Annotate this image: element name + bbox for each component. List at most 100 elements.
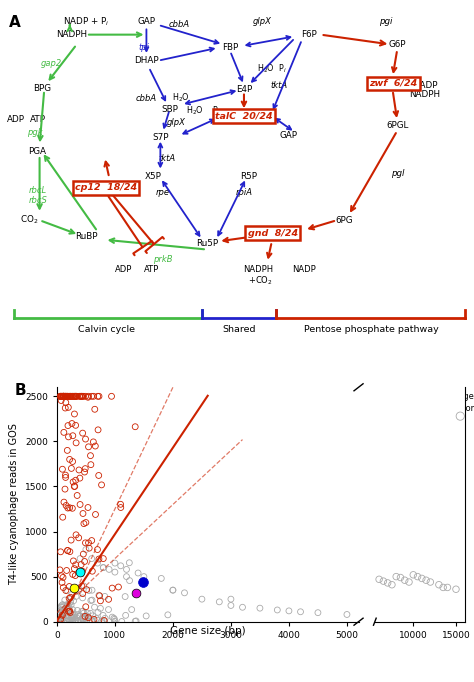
Point	[142, 610, 150, 621]
Point	[80, 518, 88, 529]
Text: glpX: glpX	[167, 118, 186, 127]
Point	[375, 574, 383, 584]
Text: Pentose phosphate pathway: Pentose phosphate pathway	[304, 325, 439, 333]
Point	[69, 615, 77, 626]
Point	[80, 608, 88, 619]
Point	[64, 391, 71, 402]
Point	[81, 616, 89, 627]
Point	[132, 615, 140, 626]
Point	[85, 391, 92, 402]
Point	[70, 612, 78, 623]
Point	[122, 610, 129, 621]
Point	[64, 420, 72, 431]
Point	[117, 502, 125, 513]
Point	[60, 606, 68, 617]
Point	[83, 584, 91, 595]
Point	[87, 459, 95, 470]
Point	[88, 553, 95, 564]
Text: NADPH: NADPH	[243, 265, 273, 273]
Point	[227, 600, 235, 611]
Point	[73, 391, 81, 402]
Point	[60, 391, 67, 402]
Point	[100, 553, 107, 564]
Point	[59, 599, 66, 610]
Point	[435, 579, 443, 590]
Point	[60, 391, 67, 402]
Point	[59, 572, 67, 583]
Point	[58, 602, 66, 612]
Point	[90, 391, 97, 402]
Text: 6PGL: 6PGL	[386, 121, 409, 130]
Point	[62, 500, 70, 511]
Text: E4P: E4P	[236, 85, 252, 95]
Text: cbbA: cbbA	[168, 20, 190, 29]
Text: rpe: rpe	[155, 188, 170, 197]
Point	[63, 391, 70, 402]
Point	[56, 565, 64, 576]
Text: Ru5P: Ru5P	[196, 239, 218, 248]
Point	[79, 391, 87, 402]
Point	[69, 503, 76, 514]
Point	[68, 612, 76, 623]
Point	[67, 592, 74, 603]
Point	[392, 571, 400, 582]
Point	[422, 575, 430, 586]
Point	[64, 402, 72, 413]
Point	[59, 512, 66, 522]
Text: glpX: glpX	[253, 17, 272, 26]
Text: Shared: Shared	[223, 325, 256, 333]
Point	[71, 481, 79, 492]
Point	[427, 576, 434, 587]
Point	[76, 611, 83, 622]
Point	[388, 579, 396, 590]
Point	[72, 391, 79, 402]
Point	[60, 496, 68, 507]
Point	[70, 555, 77, 566]
Point	[90, 436, 97, 447]
Point	[85, 537, 92, 548]
Point	[100, 562, 107, 573]
Point	[70, 391, 77, 402]
Text: NADP: NADP	[413, 80, 438, 89]
Point	[62, 391, 70, 402]
Text: H$_2$O  P$_i$: H$_2$O P$_i$	[257, 63, 287, 75]
Point	[128, 604, 136, 615]
Point	[61, 595, 69, 606]
Point	[71, 391, 78, 402]
Point	[74, 616, 82, 627]
Point	[76, 473, 83, 484]
Text: ADP: ADP	[8, 115, 25, 124]
Point	[57, 391, 65, 402]
Point	[84, 612, 92, 623]
Point	[94, 391, 101, 402]
Point	[82, 602, 90, 612]
Point	[65, 593, 73, 604]
Point	[76, 610, 83, 621]
Point	[69, 604, 77, 615]
Point	[115, 582, 122, 593]
Point	[57, 615, 64, 626]
Point	[88, 615, 96, 626]
Text: X5P: X5P	[145, 172, 162, 181]
Point	[57, 611, 64, 622]
Point	[72, 615, 79, 626]
Point	[71, 563, 78, 574]
Point	[71, 608, 79, 619]
Point	[62, 470, 69, 481]
Legend: Core genes, Non-core genes, cp12, talC, gnd, zwf: Core genes, Non-core genes, cp12, talC, …	[419, 389, 474, 464]
Point	[66, 391, 74, 402]
Point	[118, 616, 126, 627]
Point	[58, 612, 65, 623]
Point	[58, 391, 66, 402]
Point	[67, 535, 75, 546]
Point	[81, 613, 89, 624]
Point	[67, 599, 75, 610]
Point	[65, 603, 73, 614]
Point	[63, 391, 71, 402]
Point	[68, 593, 75, 604]
Point	[66, 606, 73, 617]
Point	[72, 570, 79, 581]
Point	[95, 470, 102, 481]
Point	[64, 613, 71, 624]
Point	[56, 609, 64, 620]
